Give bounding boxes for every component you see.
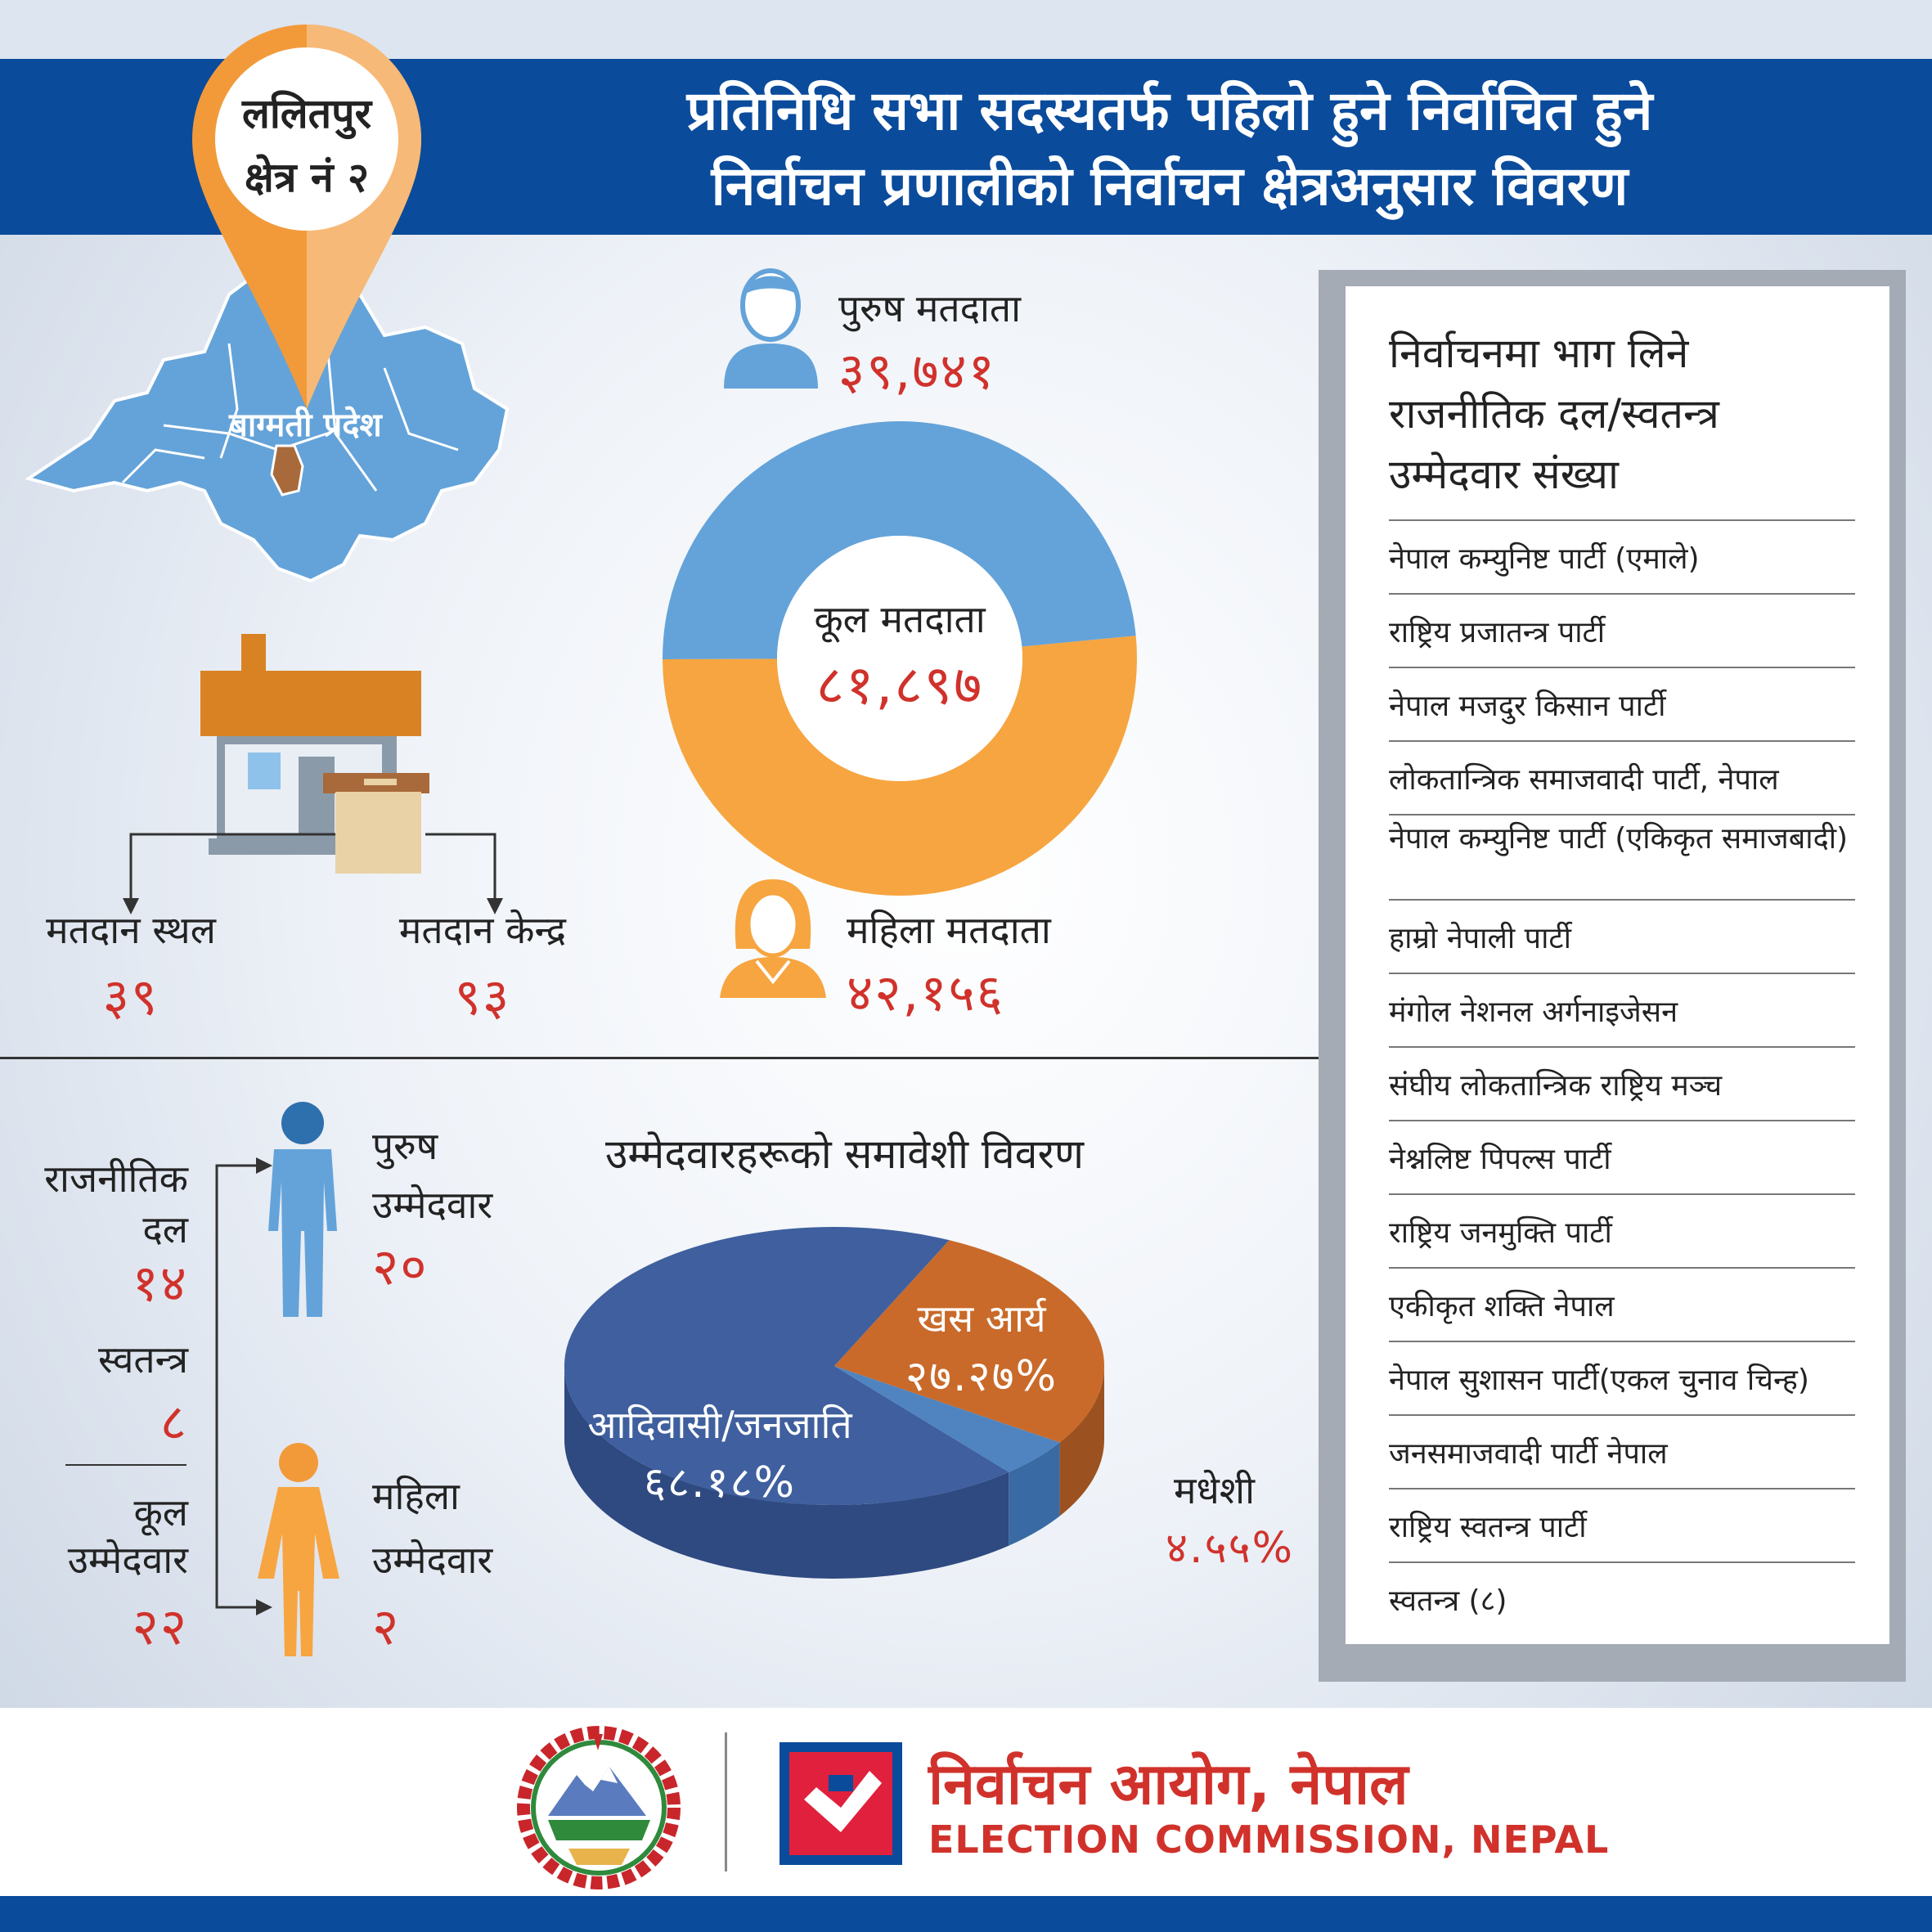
province-map	[25, 267, 510, 583]
list-item: राष्ट्रिय प्रजातन्त्र पार्टी	[1389, 593, 1855, 667]
inclusion-chart-title: उम्मेदवारहरूको समावेशी विवरण	[605, 1130, 1085, 1178]
pie-label-khas: खस आर्य	[917, 1296, 1046, 1341]
pie-slice-1	[834, 1240, 1104, 1443]
party-label-line-1: राजनीतिक	[44, 1157, 188, 1201]
list-item: नेश्नलिष्ट पिपल्स पार्टी	[1389, 1120, 1855, 1193]
nepal-emblem-icon	[517, 1726, 681, 1889]
list-item: नेपाल मजदुर किसान पार्टी	[1389, 667, 1855, 740]
pie-value-adivasi: ६८.१८%	[643, 1458, 797, 1507]
list-item: लोकतान्त्रिक समाजवादी पार्टी, नेपाल	[1389, 740, 1855, 814]
location-pin-icon	[192, 25, 421, 409]
male-candidate-label-line-1: पुरुष	[372, 1124, 438, 1168]
polling-station-icon	[200, 634, 429, 874]
male-candidate-icon	[268, 1102, 337, 1317]
province-label: बाग्मती प्रदेश	[229, 407, 382, 444]
lalitpur-district-shape	[270, 444, 304, 496]
list-item: स्वतन्त्र (८)	[1389, 1561, 1855, 1635]
party-label: राजनीतिक दल	[33, 1153, 188, 1255]
polling-place-count: ३९	[102, 967, 160, 1027]
province-shape	[25, 267, 510, 583]
party-count: १४	[132, 1253, 188, 1313]
male-voter-count: ३९,७४१	[838, 341, 996, 401]
male-candidate-label-line-2: उम्मेदवार	[372, 1183, 493, 1227]
polling-center-label: मतदान केन्द्र	[398, 908, 567, 952]
pie-label-adivasi: आदिवासी/जनजाति	[587, 1403, 852, 1447]
list-item: राष्ट्रिय स्वतन्त्र पार्टी	[1389, 1488, 1855, 1561]
independent-count: ८	[160, 1392, 188, 1452]
male-voter-label: पुरुष मतदाता	[838, 286, 1022, 330]
donut-slice-female	[663, 636, 1137, 896]
constituency-number: क्षेत्र नं २	[244, 154, 369, 201]
female-voter-count: ४२,१५६	[847, 963, 1004, 1022]
party-list: नेपाल कम्युनिष्ट पार्टी (एमाले) राष्ट्रि…	[1389, 519, 1855, 1635]
polling-place-label: मतदान स्थल	[46, 908, 216, 952]
district-name: ललितपुर	[241, 90, 372, 137]
election-commission-logo-icon	[780, 1742, 902, 1865]
polling-center-count: ९३	[454, 967, 511, 1027]
male-candidate-label: पुरुष उम्मेदवार	[372, 1117, 492, 1234]
list-item: हाम्रो नेपाली पार्टी	[1389, 899, 1855, 973]
panel-heading-line-2: राजनीतिक दल/स्वतन्त्र	[1389, 390, 1719, 438]
bottom-strip	[0, 1896, 1932, 1932]
footer-separator	[725, 1732, 727, 1871]
title-line-1: प्रतिनिधि सभा सदस्यतर्फ पहिलो हुने निर्व…	[686, 79, 1653, 142]
donut-hole	[777, 536, 1022, 781]
polling-arrows	[123, 833, 503, 914]
section-divider	[0, 1057, 1341, 1059]
total-voter-label: कूल मतदाता	[814, 597, 986, 641]
female-candidate-count: २	[372, 1597, 401, 1656]
party-panel-heading: निर्वाचनमा भाग लिने राजनीतिक दल/स्वतन्त्…	[1389, 323, 1863, 505]
male-candidate-count: २०	[372, 1237, 429, 1296]
pie-value-madhesi: ४.५५%	[1166, 1524, 1295, 1573]
inclusion-pie-chart	[564, 1227, 1104, 1579]
list-item: जनसमाजवादी पार्टी नेपाल	[1389, 1414, 1855, 1488]
footer	[0, 1708, 1932, 1896]
election-commission-nepali: निर्वाचन आयोग, नेपाल	[928, 1750, 1409, 1817]
pie-value-khas: २७.२७%	[905, 1352, 1058, 1401]
list-item: राष्ट्रिय जनमुक्ति पार्टी	[1389, 1193, 1855, 1267]
total-candidate-label: कूल उम्मेदवार	[33, 1489, 188, 1584]
list-item: संघीय लोकतान्त्रिक राष्ट्रिय मञ्च	[1389, 1046, 1855, 1120]
title-line-2: निर्वाचन प्रणालीको निर्वाचन क्षेत्रअनुसा…	[711, 155, 1629, 218]
male-voter-icon	[724, 268, 818, 389]
location-pin-label: ललितपुर क्षेत्र नं २	[209, 82, 405, 209]
pie-label-madhesi: मधेशी	[1174, 1468, 1255, 1512]
party-label-line-2: दल	[142, 1207, 188, 1251]
independent-label: स्वतन्त्र	[97, 1337, 188, 1382]
election-commission-english: ELECTION COMMISSION, NEPAL	[928, 1817, 1610, 1862]
list-item: नेपाल सुशासन पार्टी(एकल चुनाव चिन्ह)	[1389, 1341, 1855, 1414]
list-item: मंगोल नेशनल अर्गनाइजेसन	[1389, 973, 1855, 1046]
candidate-divider	[65, 1464, 186, 1466]
female-voter-icon	[720, 879, 826, 998]
pie-side-1	[1059, 1366, 1104, 1516]
total-voter-count: ८१,८९७	[815, 654, 984, 717]
list-item: नेपाल कम्युनिष्ट पार्टी (एकिकृत समाजबादी…	[1389, 814, 1855, 899]
party-panel	[1346, 286, 1889, 1644]
page-title: प्रतिनिधि सभा सदस्यतर्फ पहिलो हुने निर्व…	[458, 74, 1881, 224]
candidate-bracket	[215, 1157, 272, 1615]
donut-slice-male	[663, 420, 1136, 659]
list-item: नेपाल कम्युनिष्ट पार्टी (एमाले)	[1389, 519, 1855, 593]
female-candidate-icon	[258, 1443, 339, 1656]
voter-donut-chart	[663, 420, 1137, 896]
pie-slice-0	[564, 1227, 1009, 1505]
list-item: एकीकृत शक्ति नेपाल	[1389, 1267, 1855, 1341]
pie-slice-2	[834, 1366, 1060, 1472]
female-candidate-label: महिला उम्मेदवार	[372, 1464, 492, 1592]
total-candidate-label-line-2: उम्मेदवार	[67, 1538, 188, 1582]
panel-heading-line-1: निर्वाचनमा भाग लिने	[1389, 330, 1689, 377]
pie-side-2	[1009, 1442, 1060, 1546]
panel-heading-line-3: उम्मेदवार संख्या	[1389, 451, 1619, 498]
female-candidate-label-line-2: उम्मेदवार	[372, 1538, 493, 1582]
female-candidate-label-line-1: महिला	[372, 1474, 460, 1518]
pie-side-0	[564, 1366, 1009, 1579]
female-voter-label: महिला मतदाता	[847, 908, 1051, 952]
total-candidate-count: २२	[132, 1597, 188, 1656]
total-candidate-label-line-1: कूल	[133, 1490, 188, 1534]
